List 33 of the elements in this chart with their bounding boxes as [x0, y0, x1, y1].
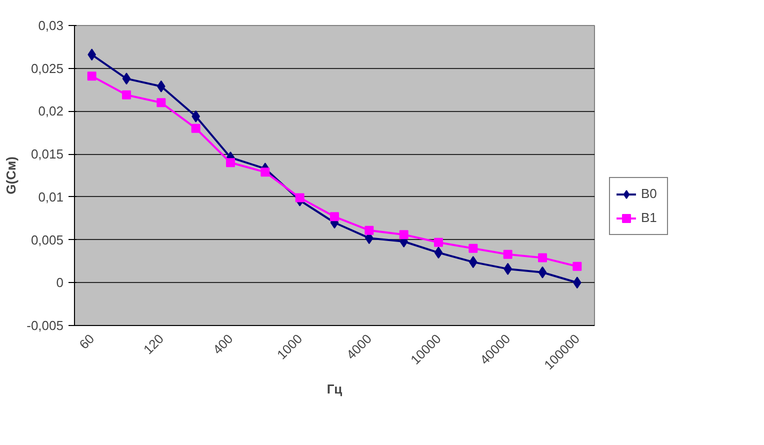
- point: [434, 246, 443, 259]
- x-tick-label: 60: [76, 331, 98, 352]
- point: [191, 124, 200, 133]
- x-axis-title: Гц: [326, 382, 342, 397]
- y-tick-label: 0: [56, 275, 64, 290]
- point: [538, 266, 547, 278]
- x-tick-label: 120: [140, 331, 166, 358]
- y-axis-title: G(См): [4, 156, 19, 194]
- y-tick-label: 0,03: [38, 18, 64, 33]
- point: [434, 238, 443, 247]
- point: [226, 158, 235, 168]
- point: [260, 168, 270, 177]
- legend-label: B0: [641, 186, 658, 201]
- point: [364, 226, 374, 235]
- x-tick-label: 400: [210, 331, 236, 358]
- point: [468, 244, 478, 253]
- point: [503, 250, 512, 259]
- point: [399, 230, 408, 240]
- point: [156, 98, 166, 108]
- point: [538, 253, 547, 262]
- y-tick-label: 0,015: [30, 146, 64, 162]
- y-tick-label: 0,005: [30, 232, 64, 248]
- point: [572, 262, 582, 271]
- y-tick-label: -0,005: [26, 318, 64, 333]
- point: [87, 72, 96, 81]
- point: [122, 72, 131, 85]
- legend-label: B1: [641, 210, 658, 225]
- point: [330, 212, 339, 222]
- point: [295, 193, 304, 202]
- y-tick-label: 0,025: [30, 60, 64, 76]
- point: [122, 90, 131, 100]
- y-tick-label: 0,02: [38, 104, 64, 119]
- y-tick-label: 0,01: [38, 189, 64, 204]
